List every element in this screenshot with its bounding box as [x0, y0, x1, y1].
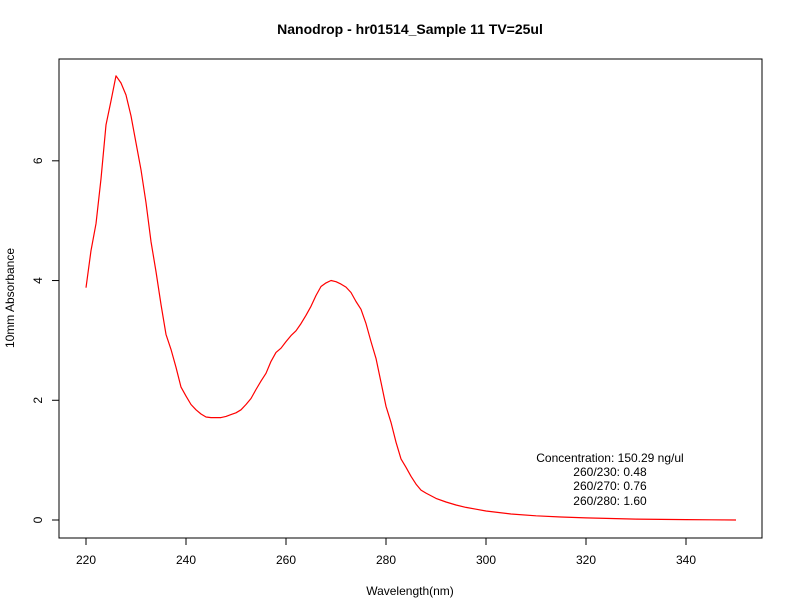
absorbance-line	[85, 75, 737, 521]
y-axis: 0 2 4 6	[31, 157, 60, 523]
annotation-block: Concentration: 150.29 ng/ul 260/230: 0.4…	[536, 451, 683, 508]
annotation-ratio-260-230: 260/230: 0.48	[573, 465, 647, 479]
y-axis-label: 10mm Absorbance	[3, 248, 17, 348]
x-tick-label: 340	[676, 553, 696, 567]
x-tick-label: 220	[76, 553, 96, 567]
y-tick-label: 2	[31, 397, 45, 404]
x-tick-label: 260	[276, 553, 296, 567]
x-axis: 220 240 260 280 300 320 340	[76, 537, 696, 567]
x-tick-label: 280	[376, 553, 396, 567]
annotation-ratio-260-270: 260/270: 0.76	[573, 479, 647, 493]
y-tick-label: 6	[31, 157, 45, 164]
y-tick-label: 4	[31, 277, 45, 284]
x-axis-label: Wavelength(nm)	[366, 584, 454, 598]
chart-title: Nanodrop - hr01514_Sample 11 TV=25ul	[277, 21, 543, 37]
x-tick-label: 320	[576, 553, 596, 567]
annotation-ratio-260-280: 260/280: 1.60	[573, 494, 647, 508]
x-tick-label: 300	[476, 553, 496, 567]
annotation-concentration: Concentration: 150.29 ng/ul	[536, 451, 683, 465]
y-tick-label: 0	[31, 516, 45, 523]
x-tick-label: 240	[176, 553, 196, 567]
